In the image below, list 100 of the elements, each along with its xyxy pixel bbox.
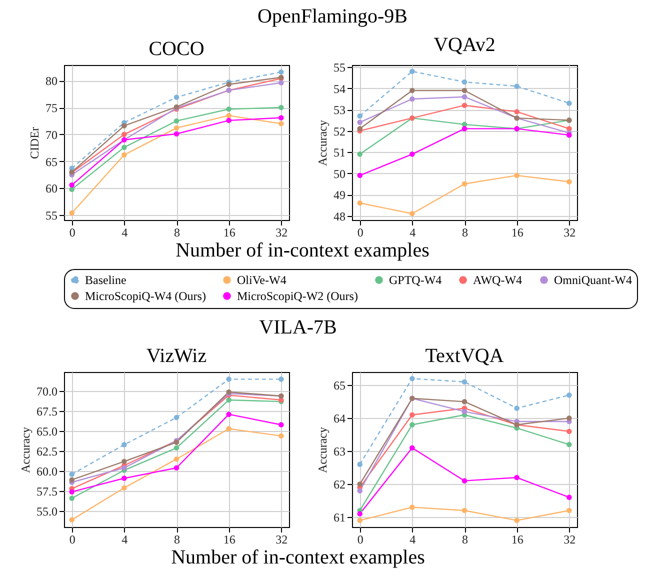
- point: [69, 186, 74, 192]
- point: [410, 412, 415, 418]
- x-tick-label: 8: [174, 532, 180, 546]
- point: [410, 445, 415, 450]
- point: [278, 376, 284, 382]
- point: [357, 172, 362, 178]
- x-tick-label: 8: [462, 226, 468, 240]
- point: [357, 113, 362, 119]
- y-tick-label: 50: [334, 166, 346, 181]
- point: [410, 504, 415, 510]
- point: [226, 412, 232, 417]
- y-tick-label: 65.0: [36, 424, 58, 439]
- y-tick-label: 62.5: [36, 444, 58, 459]
- point: [462, 79, 468, 85]
- point: [462, 478, 468, 484]
- y-tick-label: 60: [46, 182, 58, 196]
- y-tick-label: 52: [334, 124, 346, 138]
- point: [462, 508, 468, 514]
- x-tick-label: 8: [462, 532, 468, 546]
- point: [122, 152, 127, 158]
- point: [226, 106, 232, 112]
- point: [174, 456, 180, 462]
- x-tick-label: 4: [410, 532, 416, 546]
- point: [278, 433, 284, 439]
- point: [278, 115, 284, 120]
- point: [514, 518, 520, 524]
- point: [566, 442, 572, 448]
- x-tick-label: 4: [122, 226, 128, 240]
- point: [278, 104, 284, 110]
- x-axis-title: Number of in-context examples: [171, 546, 426, 568]
- y-tick-label: 55: [334, 60, 346, 75]
- point: [174, 131, 180, 137]
- y-tick-label: 63: [334, 444, 346, 459]
- legend-label: MicroScopiQ-W2 (Ours): [237, 289, 358, 303]
- legend-label: AWQ-W4: [473, 273, 522, 287]
- y-tick-label: 80: [46, 74, 58, 88]
- point: [410, 96, 415, 102]
- y-tick-label: 55.0: [36, 504, 58, 519]
- point: [410, 376, 415, 382]
- point: [357, 518, 362, 524]
- point: [566, 179, 572, 184]
- point: [566, 494, 572, 500]
- point: [69, 477, 74, 482]
- y-tick-label: 51: [334, 146, 346, 160]
- y-tick-label: 62: [334, 478, 346, 492]
- legend-label: OliVe-W4: [237, 273, 286, 287]
- point: [69, 210, 74, 216]
- point: [514, 109, 520, 114]
- point: [174, 465, 180, 471]
- point: [462, 102, 468, 108]
- point: [226, 112, 232, 118]
- x-tick-label: 8: [174, 226, 180, 240]
- y-tick-label: 49: [334, 188, 346, 202]
- point: [514, 406, 520, 411]
- point: [174, 414, 180, 420]
- y-tick-label: 48: [334, 209, 346, 224]
- x-axis-title: Number of in-context examples: [176, 240, 430, 262]
- y-tick-label: 75: [46, 101, 58, 116]
- point: [122, 442, 127, 448]
- x-tick-label: 4: [122, 532, 128, 546]
- point: [174, 445, 180, 451]
- chart-title: COCO: [148, 38, 204, 60]
- point: [566, 392, 572, 398]
- x-tick-label: 16: [511, 226, 524, 240]
- x-tick-label: 32: [564, 532, 576, 546]
- legend-label: GPTQ-W4: [389, 273, 442, 287]
- text: OpenFlamingo-9B: [258, 6, 408, 28]
- point: [278, 422, 284, 428]
- point: [566, 428, 572, 434]
- chart-title: VizWiz: [146, 345, 207, 367]
- point: [514, 172, 520, 178]
- point: [122, 458, 127, 464]
- point: [122, 132, 127, 138]
- x-tick-label: 16: [223, 532, 236, 546]
- x-tick-label: 0: [357, 226, 364, 240]
- x-tick-label: 32: [276, 532, 288, 546]
- point: [357, 481, 362, 487]
- point: [278, 69, 284, 75]
- point: [357, 120, 362, 125]
- point: [122, 465, 127, 471]
- point: [462, 408, 468, 414]
- y-tick-label: 55: [46, 208, 58, 223]
- point: [410, 422, 415, 428]
- point: [122, 485, 127, 490]
- x-tick-label: 0: [357, 532, 364, 546]
- x-tick-label: 4: [410, 226, 416, 240]
- point: [69, 182, 74, 188]
- legend-label: OmniQuant-W4: [554, 273, 632, 287]
- point: [69, 489, 74, 494]
- point: [462, 94, 468, 100]
- point: [566, 416, 572, 421]
- point: [226, 397, 232, 403]
- x-tick-label: 0: [69, 226, 76, 240]
- point: [357, 488, 362, 494]
- point: [410, 88, 415, 94]
- x-tick-label: 32: [564, 226, 576, 240]
- point: [357, 152, 362, 157]
- point: [462, 181, 468, 187]
- y-tick-label: 64: [334, 412, 346, 426]
- point: [122, 476, 127, 481]
